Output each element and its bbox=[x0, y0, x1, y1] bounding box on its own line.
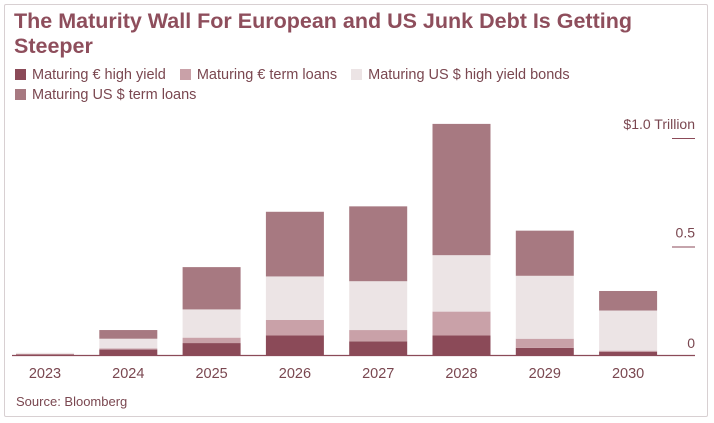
legend-label: Maturing US $ term loans bbox=[32, 87, 197, 103]
legend-swatch bbox=[179, 69, 191, 80]
y-tick-label: 0.5 bbox=[676, 225, 696, 241]
bar-segment-2023-series-2 bbox=[16, 352, 74, 354]
bar-segment-2030-series-0 bbox=[599, 351, 658, 355]
bar-segment-2029-series-3 bbox=[515, 230, 574, 276]
bar-segment-2026-series-3 bbox=[265, 211, 324, 277]
bar-segment-2030-series-2 bbox=[599, 310, 658, 351]
bar-segment-2027-series-2 bbox=[349, 281, 408, 331]
x-tick-label: 2030 bbox=[612, 366, 644, 382]
x-tick-label: 2023 bbox=[29, 366, 61, 382]
bar-segment-2028-series-1 bbox=[432, 311, 491, 336]
bar-segment-2023-series-1 bbox=[16, 353, 74, 355]
legend-label: Maturing € high yield bbox=[32, 67, 166, 83]
bar-segment-2028-series-2 bbox=[432, 255, 491, 312]
x-tick-label: 2024 bbox=[112, 366, 144, 382]
bar-segment-2024-series-3 bbox=[99, 330, 158, 339]
bar-segment-2027-series-1 bbox=[349, 330, 408, 342]
bar-segment-2030-series-1 bbox=[599, 350, 658, 352]
bar-segment-2024-series-1 bbox=[99, 348, 158, 350]
bar-segment-2025-series-3 bbox=[182, 267, 241, 310]
bar-segment-2026-series-0 bbox=[265, 335, 324, 355]
legend-item-eur-term-loans: Maturing € term loans bbox=[179, 65, 338, 85]
bar-segment-2024-series-0 bbox=[99, 349, 158, 355]
chart-legend: Maturing € high yield Maturing € term lo… bbox=[15, 65, 705, 105]
y-tick-label: $1.0 Trillion bbox=[623, 116, 695, 132]
legend-item-us-term-loans: Maturing US $ term loans bbox=[15, 85, 196, 105]
legend-label: Maturing US $ high yield bonds bbox=[368, 67, 570, 83]
bar-segment-2029-series-1 bbox=[515, 338, 574, 348]
legend-label: Maturing € term loans bbox=[196, 67, 338, 83]
bar-segment-2028-series-3 bbox=[432, 123, 491, 256]
bar-segment-2026-series-1 bbox=[265, 319, 324, 336]
y-tick-label: 0 bbox=[687, 335, 695, 351]
bar-segment-2025-series-2 bbox=[182, 309, 241, 338]
bar-segment-2029-series-2 bbox=[515, 275, 574, 339]
legend-swatch bbox=[351, 69, 363, 80]
bar-segment-2024-series-2 bbox=[99, 338, 158, 349]
x-tick-label: 2027 bbox=[362, 366, 394, 382]
x-tick-label: 2028 bbox=[445, 366, 477, 382]
legend-swatch bbox=[15, 89, 26, 100]
source-note: Source: Bloomberg bbox=[16, 394, 128, 409]
bar-segment-2026-series-2 bbox=[265, 276, 324, 320]
x-tick-label: 2029 bbox=[529, 366, 561, 382]
legend-item-eur-high-yield: Maturing € high yield bbox=[15, 65, 166, 85]
bar-segment-2028-series-0 bbox=[432, 335, 491, 355]
x-tick-label: 2026 bbox=[279, 366, 311, 382]
x-tick-label: 2025 bbox=[195, 366, 227, 382]
bar-segment-2025-series-0 bbox=[182, 343, 241, 355]
legend-swatch bbox=[15, 69, 26, 80]
bar-segment-2029-series-0 bbox=[515, 347, 574, 355]
bar-segment-2027-series-3 bbox=[349, 206, 408, 282]
bar-segment-2027-series-0 bbox=[349, 341, 408, 355]
chart-title: The Maturity Wall For European and US Ju… bbox=[14, 9, 632, 58]
bar-segment-2030-series-3 bbox=[599, 290, 658, 311]
legend-item-us-high-yield-bonds: Maturing US $ high yield bonds bbox=[351, 65, 570, 85]
bar-segment-2025-series-1 bbox=[182, 337, 241, 344]
